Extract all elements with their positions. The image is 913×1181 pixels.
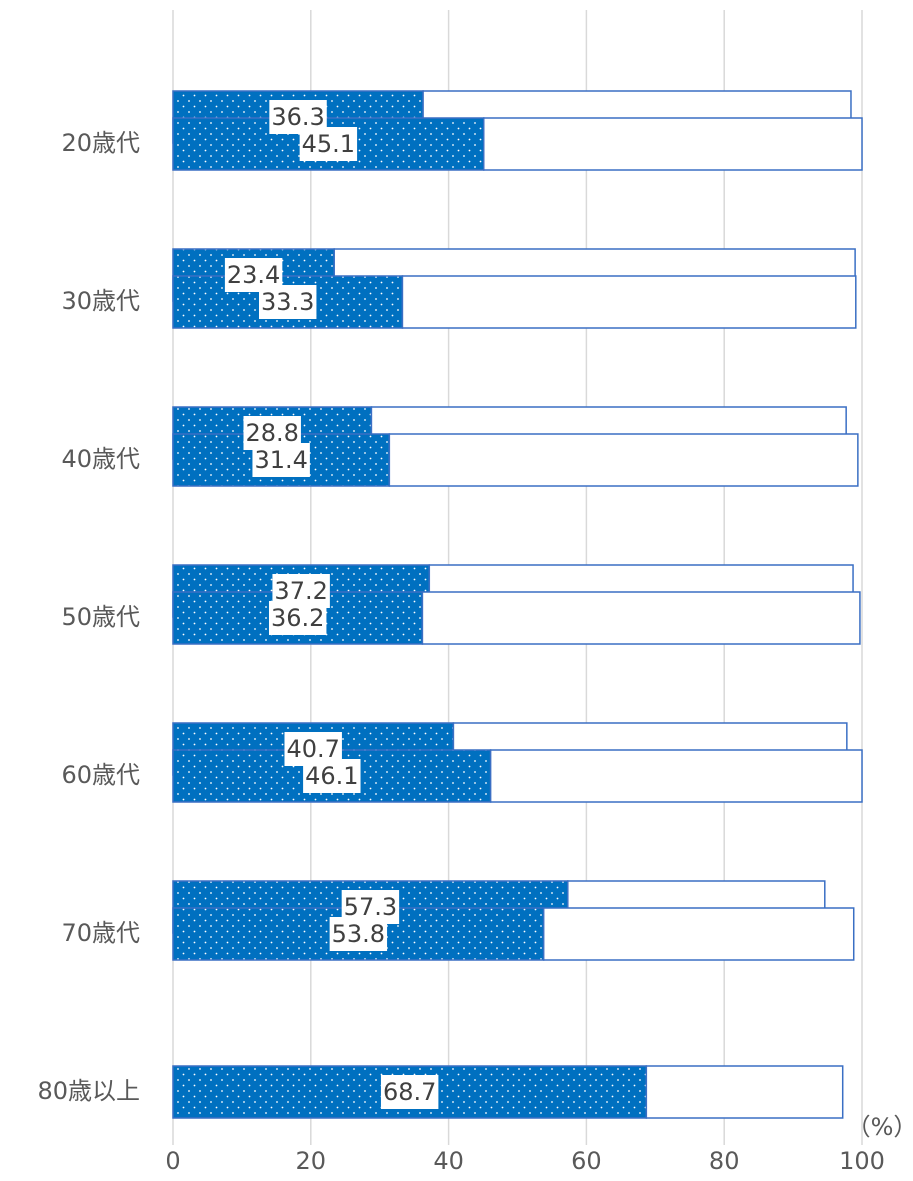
data-label-group: 45.1 xyxy=(299,127,358,161)
x-tick-label: 0 xyxy=(165,1147,180,1175)
x-tick-label: 80 xyxy=(709,1147,740,1175)
data-label-group: 46.1 xyxy=(303,759,361,793)
data-label: 46.1 xyxy=(305,762,358,790)
data-label-bg xyxy=(303,759,361,793)
y-tick-label: 50歳代 xyxy=(61,603,140,631)
x-tick-label: 100 xyxy=(839,1147,885,1175)
data-label: 45.1 xyxy=(302,130,355,158)
y-tick-label: 40歳代 xyxy=(61,445,140,473)
bar-segment xyxy=(401,275,857,329)
bar-segment xyxy=(489,749,863,803)
data-label: 33.3 xyxy=(261,288,314,316)
y-tick-label: 60歳代 xyxy=(61,761,140,789)
data-label: 57.3 xyxy=(344,893,397,921)
y-tick-label: 70歳代 xyxy=(61,919,140,947)
data-label-bg xyxy=(258,285,317,319)
data-label-bg xyxy=(252,443,310,477)
y-tick-label: 20歳代 xyxy=(61,129,140,157)
data-label: 36.2 xyxy=(271,604,324,632)
data-label-bg xyxy=(329,917,388,951)
data-label: 28.8 xyxy=(245,419,298,447)
data-label: 36.3 xyxy=(271,103,324,131)
data-label-bg xyxy=(268,601,327,635)
data-label: 40.7 xyxy=(286,735,339,763)
data-label-bg xyxy=(380,1075,439,1109)
data-label-group: 53.8 xyxy=(329,917,388,951)
x-tick-label: 20 xyxy=(296,1147,327,1175)
x-tick-label: 60 xyxy=(571,1147,602,1175)
x-tick-label: 40 xyxy=(433,1147,464,1175)
data-label-group: 36.2 xyxy=(268,601,327,635)
data-label-bg xyxy=(299,127,358,161)
data-label: 23.4 xyxy=(227,261,280,289)
data-label: 68.7 xyxy=(383,1078,436,1106)
data-label: 31.4 xyxy=(254,446,307,474)
data-label-group: 40.7 xyxy=(284,732,342,766)
data-label-group: 57.3 xyxy=(341,890,400,924)
data-label-group: 68.7 xyxy=(380,1075,439,1109)
bar-segment xyxy=(388,433,859,487)
data-label: 37.2 xyxy=(274,577,327,605)
bar-segment xyxy=(482,117,863,171)
data-label: 53.8 xyxy=(332,920,385,948)
data-label-group: 31.4 xyxy=(252,443,310,477)
data-label-group: 36.3 xyxy=(269,100,327,134)
bar-segment xyxy=(421,591,861,645)
data-label-group: 33.3 xyxy=(258,285,317,319)
x-unit: （%） xyxy=(847,1113,913,1141)
bar-segment xyxy=(645,1065,844,1119)
bar-segment xyxy=(542,907,855,961)
y-tick-label: 80歳以上 xyxy=(37,1077,140,1105)
y-tick-label: 30歳代 xyxy=(61,287,140,315)
